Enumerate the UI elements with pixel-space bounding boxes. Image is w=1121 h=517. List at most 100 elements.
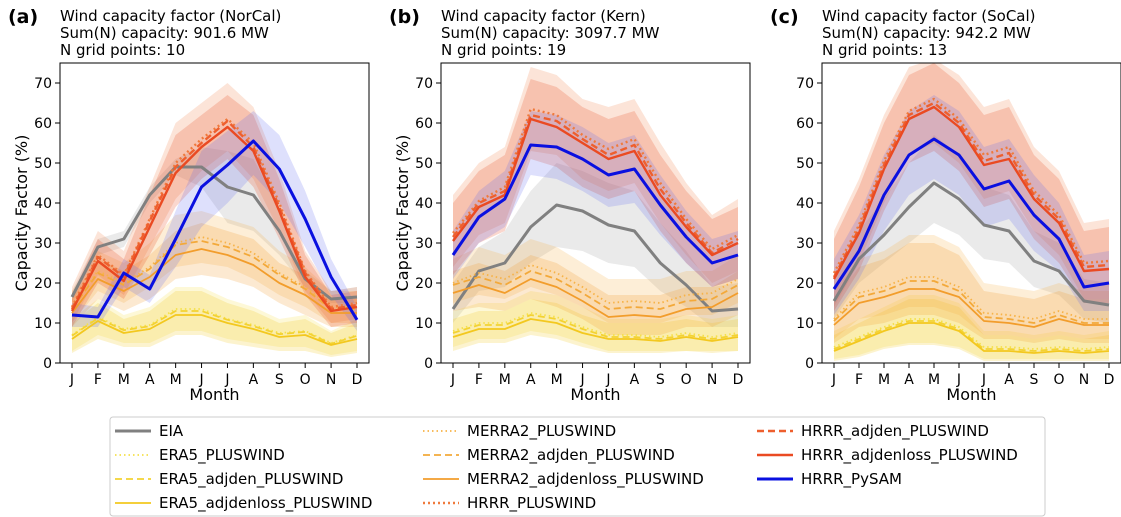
x-tick-label: O <box>681 372 692 388</box>
y-tick-label: 10 <box>415 316 433 332</box>
series-line-HRRR_PySAM <box>451 143 739 265</box>
legend-label: EIA <box>159 422 184 440</box>
band-EIA <box>834 135 1109 323</box>
title-line: Sum(N) capacity: 3097.7 MW <box>441 24 660 42</box>
legend-label: MERRA2_PLUSWIND <box>467 422 616 441</box>
plot-area <box>451 67 739 353</box>
x-tick-label: N <box>707 372 717 388</box>
legend-label: ERA5_adjdenloss_PLUSWIND <box>159 494 372 513</box>
y-tick-label: 20 <box>34 276 52 292</box>
band-ERA5_PLUSWIND <box>834 295 1109 359</box>
series-line-HRRR_adjden_PLUSWIND <box>70 119 358 311</box>
legend-label: ERA5_adjden_PLUSWIND <box>159 470 343 489</box>
y-tick-label: 50 <box>415 156 433 172</box>
x-tick-label: D <box>733 372 744 388</box>
y-tick-label: 50 <box>34 156 52 172</box>
band-MERRA2_adjdenloss_PLUSWIND <box>834 243 1109 343</box>
plot-area <box>832 63 1110 361</box>
series-line-HRRR_adjdenloss_PLUSWIND <box>452 117 739 257</box>
x-tick-label: D <box>352 372 363 388</box>
x-tick-label: J <box>198 372 203 388</box>
series-line-ERA5_adjden_PLUSWIND <box>833 320 1110 352</box>
x-tick-label: J <box>981 372 986 388</box>
x-tick-label: N <box>326 372 336 388</box>
x-tick-label: M <box>551 372 563 388</box>
y-tick-label: 50 <box>796 156 814 172</box>
x-tick-label: F <box>855 372 863 388</box>
series-line-ERA5_adjden_PLUSWIND <box>71 310 358 345</box>
panel-label: (b) <box>389 6 420 28</box>
title-line: N grid points: 13 <box>822 41 947 59</box>
band-HRRR_PySAM <box>834 95 1109 315</box>
x-tick-label: A <box>630 372 640 388</box>
axes-frame <box>59 62 370 364</box>
band-MERRA2_PLUSWIND <box>834 235 1109 339</box>
y-tick-label: 70 <box>34 76 52 92</box>
x-tick-label: J <box>69 372 74 388</box>
y-tick-label: 40 <box>34 196 52 212</box>
x-tick-label: J <box>956 372 961 388</box>
series-line-HRRR_PySAM <box>71 139 359 321</box>
band-HRRR_PLUSWIND <box>453 67 738 283</box>
y-tick-label: 60 <box>796 116 814 132</box>
band-HRRR_PLUSWIND <box>834 63 1109 307</box>
series-line-MERRA2_adjdenloss_PLUSWIND <box>452 278 739 318</box>
series-line-HRRR_adjden_PLUSWIND <box>832 101 1110 278</box>
legend-frame <box>109 416 1046 517</box>
band-ERA5_PLUSWIND <box>453 291 738 351</box>
y-tick-label: 40 <box>415 196 433 212</box>
series-line-HRRR_PLUSWIND <box>452 107 739 251</box>
legend-label: MERRA2_adjden_PLUSWIND <box>467 446 675 465</box>
legend-label: HRRR_PLUSWIND <box>467 494 596 513</box>
legend-label: MERRA2_adjdenloss_PLUSWIND <box>467 470 704 489</box>
x-tick-label: J <box>831 372 836 388</box>
y-tick-label: 20 <box>415 276 433 292</box>
y-tick-label: 70 <box>796 76 814 92</box>
x-tick-label: S <box>1030 372 1039 388</box>
series-line-ERA5_adjdenloss_PLUSWIND <box>452 318 739 342</box>
y-tick-label: 60 <box>415 116 433 132</box>
series-line-MERRA2_adjden_PLUSWIND <box>452 270 739 310</box>
legend-label: HRRR_PySAM <box>801 470 902 489</box>
x-tick-label: M <box>878 372 890 388</box>
x-tick-label: F <box>475 372 483 388</box>
series-line-EIA <box>451 203 739 313</box>
x-tick-label: J <box>579 372 584 388</box>
x-tick-label: O <box>1053 372 1064 388</box>
series-line-ERA5_adjden_PLUSWIND <box>452 314 739 340</box>
series-line-ERA5_adjdenloss_PLUSWIND <box>833 322 1110 354</box>
title-line: Wind capacity factor (SoCal) <box>822 7 1036 25</box>
x-axis-label: Month <box>189 385 239 404</box>
y-tick-label: 30 <box>796 236 814 252</box>
band-ERA5_PLUSWIND <box>72 287 357 355</box>
x-tick-label: M <box>499 372 511 388</box>
legend: EIA ERA5_PLUSWIND ERA5_adjden_PLUSWIND ERA5… <box>109 416 1046 517</box>
legend-label: HRRR_adjden_PLUSWIND <box>801 422 989 441</box>
x-tick-label: S <box>656 372 665 388</box>
band-HRRR_PySAM <box>72 111 357 331</box>
band-MERRA2_PLUSWIND <box>72 211 357 323</box>
title-line: N grid points: 19 <box>441 41 566 59</box>
axes-frame <box>821 62 1121 364</box>
y-tick-label: 0 <box>424 356 433 372</box>
y-tick-label: 30 <box>415 236 433 252</box>
y-tick-label: 30 <box>34 236 52 252</box>
band-ERA5_adjdenloss_PLUSWIND <box>834 299 1109 361</box>
series-line-ERA5_adjdenloss_PLUSWIND <box>71 314 358 346</box>
title-line: N grid points: 10 <box>60 41 185 59</box>
x-tick-label: O <box>300 372 311 388</box>
x-tick-label: J <box>224 372 229 388</box>
axes-frame <box>440 62 751 364</box>
y-tick-label: 0 <box>43 356 52 372</box>
x-tick-label: A <box>904 372 914 388</box>
series-line-MERRA2_adjdenloss_PLUSWIND <box>833 288 1109 328</box>
y-tick-label: 0 <box>805 356 814 372</box>
series-line-HRRR_PLUSWIND <box>832 97 1110 274</box>
panel-label: (c) <box>770 6 799 28</box>
y-tick-label: 40 <box>796 196 814 212</box>
series-line-MERRA2_PLUSWIND <box>833 276 1109 320</box>
